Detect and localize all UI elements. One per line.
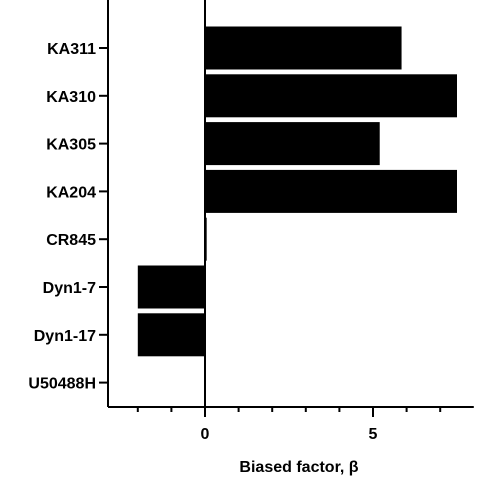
bar-dyn1-7 [137, 265, 205, 309]
ticks-layer: KA311 KA310 KA305 KA204 CR845 Dyn1-7 Dyn1-17 U5… [28, 41, 442, 443]
x-axis-title: Biased factor, β [239, 459, 358, 476]
x-tick-label: 5 [369, 426, 378, 443]
y-tick-label-dyn1-17: Dyn1-17 [34, 328, 96, 345]
axes-layer [107, 0, 474, 408]
bar-ka310 [205, 74, 457, 118]
bar-ka204 [205, 169, 457, 213]
y-tick-label-ka204: KA204 [46, 184, 96, 201]
y-tick-label-ka305: KA305 [46, 137, 96, 154]
bars-layer [137, 26, 457, 357]
bar-dyn1-17 [137, 313, 205, 357]
bar-ka311 [205, 26, 402, 70]
bar-ka305 [205, 122, 380, 166]
y-tick-label-cr845: CR845 [46, 232, 96, 249]
x-tick-label: 0 [201, 426, 210, 443]
y-tick-label-dyn1-7: Dyn1-7 [43, 280, 96, 297]
y-tick-label-ka310: KA310 [46, 89, 96, 106]
y-tick-label-u50488h: U50488H [28, 376, 96, 393]
y-tick-label-ka311: KA311 [47, 41, 96, 58]
